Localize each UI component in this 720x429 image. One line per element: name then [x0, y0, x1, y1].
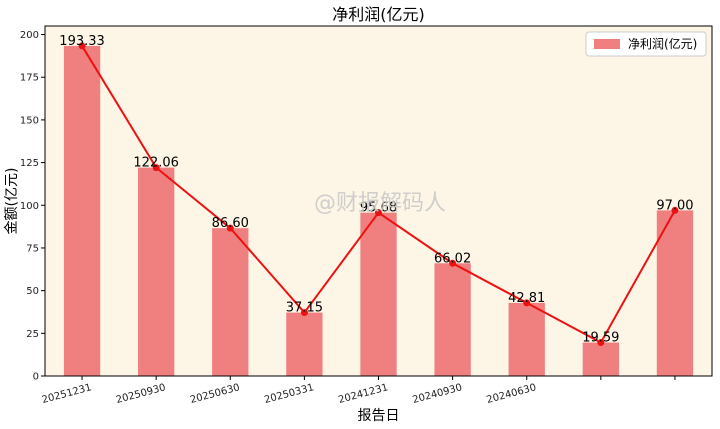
data-label: 193.33 — [59, 34, 105, 49]
bar — [63, 45, 101, 377]
data-label: 95.68 — [360, 201, 397, 216]
y-axis: 0 25 50 75 100 125 150 175 200 — [20, 30, 45, 383]
x-tick-label: 20241231 — [337, 382, 389, 406]
data-label: 37.15 — [286, 301, 323, 316]
data-label: 97.00 — [656, 198, 693, 213]
legend-box — [585, 31, 707, 57]
plot-frame — [44, 25, 713, 377]
value-labels-group: 193.33 122.06 86.60 37.15 95.68 66.02 42.81 19.… — [59, 34, 693, 346]
y-tick-label: 175 — [20, 73, 39, 84]
line-point — [78, 42, 86, 50]
legend-swatch — [594, 39, 620, 49]
y-tick-label: 50 — [26, 286, 39, 297]
x-tick-label: 20240630 — [485, 382, 537, 406]
legend-label: 净利润(亿元) — [628, 36, 697, 51]
bar — [212, 228, 249, 376]
data-label: 122.06 — [133, 156, 179, 171]
x-tick-label: 20250331 — [263, 382, 315, 406]
line-point — [226, 224, 234, 232]
watermark-text: @财报解码人 — [314, 191, 446, 216]
data-label: 86.60 — [212, 216, 249, 231]
x-tick-label: 20251231 — [41, 382, 93, 406]
line-point — [671, 206, 679, 214]
y-tick-label: 100 — [20, 201, 39, 212]
bar — [582, 342, 619, 376]
bars-group — [63, 45, 694, 377]
y-tick-label: 0 — [33, 372, 39, 383]
line-point — [597, 339, 605, 347]
x-tick-label: 20240930 — [411, 382, 463, 406]
bar — [508, 302, 545, 376]
y-tick-label: 25 — [26, 329, 39, 340]
line-point — [375, 209, 382, 217]
line-point — [152, 164, 160, 172]
y-axis-title: 金额(亿元) — [4, 168, 20, 235]
y-tick-label: 150 — [20, 115, 39, 126]
bar — [656, 210, 694, 376]
bar — [286, 312, 323, 376]
line-group — [78, 42, 679, 347]
line-point — [449, 259, 457, 267]
y-tick-label: 75 — [26, 243, 39, 254]
x-tick-label: 20250630 — [189, 382, 241, 406]
bar — [434, 263, 471, 376]
line-point — [300, 309, 308, 317]
line-point — [523, 299, 531, 307]
chart-title: 净利润(亿元) — [332, 5, 425, 24]
legend: 净利润(亿元) — [585, 31, 707, 57]
bar — [138, 167, 175, 376]
x-tick-label: 20250930 — [115, 382, 167, 406]
y-tick-label: 125 — [20, 158, 39, 169]
data-label: 19.59 — [582, 331, 619, 346]
bar — [360, 212, 397, 376]
y-tick-label: 200 — [20, 30, 39, 41]
data-label: 66.02 — [434, 251, 471, 266]
x-axis-title: 报告日 — [358, 408, 400, 424]
data-label: 42.81 — [508, 291, 545, 306]
x-axis: 20251231 20250930 20250630 20250331 20241231… — [41, 376, 676, 406]
